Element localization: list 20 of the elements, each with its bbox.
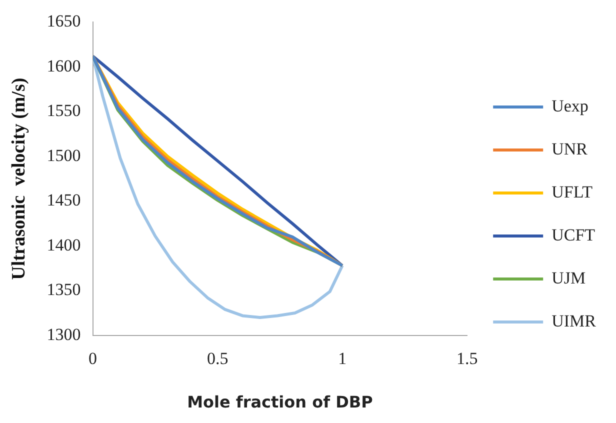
x-tick-label: 1 xyxy=(338,349,347,368)
x-tick-label: 1.5 xyxy=(456,349,478,368)
legend-label: UNR xyxy=(552,139,588,158)
y-tick-label: 1300 xyxy=(46,324,81,344)
legend-label: UJM xyxy=(552,268,586,288)
legend-label: UCFT xyxy=(552,225,596,244)
y-tick-label: 1600 xyxy=(46,56,81,76)
x-axis-title: Mole fraction of DBP xyxy=(187,392,374,412)
y-tick-label: 1550 xyxy=(46,101,81,120)
y-tick-label: 1650 xyxy=(46,12,81,31)
x-tick-label: 0.5 xyxy=(206,349,228,368)
y-tick-label: 1450 xyxy=(46,190,81,210)
y-tick-label: 1350 xyxy=(46,280,81,300)
y-axis-title: Ultrasonic velocity (m/s) xyxy=(8,78,30,280)
y-tick-label: 1500 xyxy=(46,146,81,165)
y-tick-label: 1400 xyxy=(46,235,81,254)
legend-label: UIMR xyxy=(552,311,597,330)
legend-label: Uexp xyxy=(552,96,588,116)
x-tick-label: 0 xyxy=(88,349,98,368)
legend-label: UFLT xyxy=(552,182,594,202)
